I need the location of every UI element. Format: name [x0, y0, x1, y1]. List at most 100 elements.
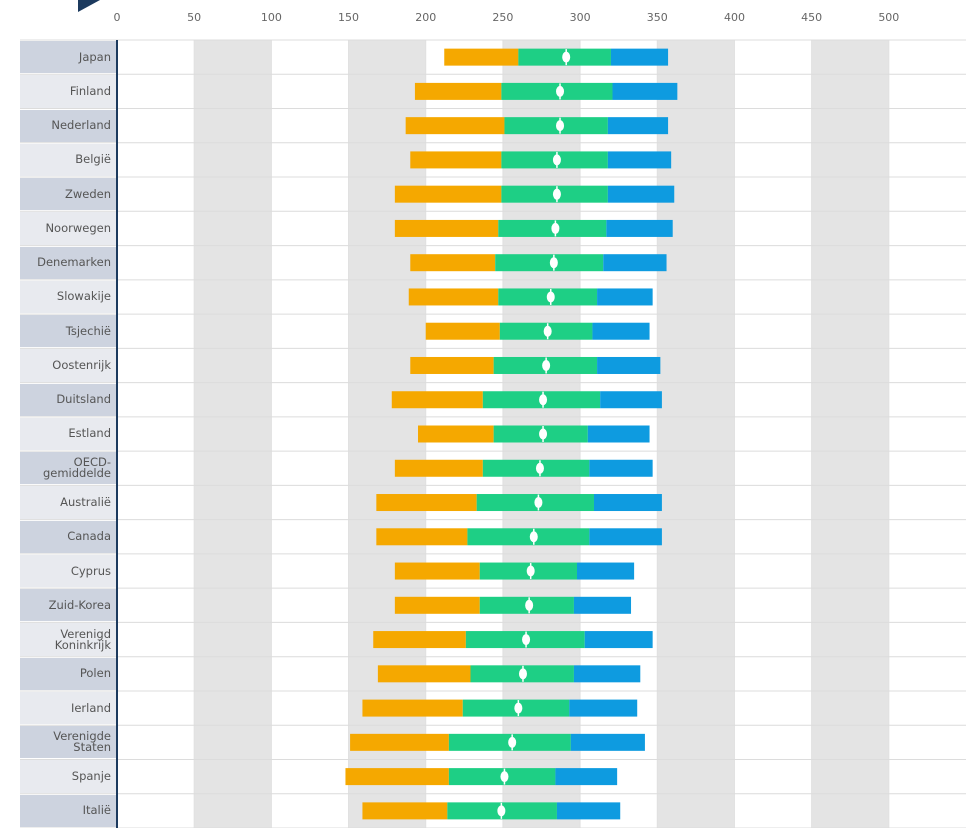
range-segment	[569, 699, 638, 717]
grid-band	[811, 40, 889, 828]
range-segment	[597, 356, 661, 374]
x-tick-label: 0	[114, 11, 121, 24]
category-label: België	[20, 143, 116, 177]
range-segment	[425, 322, 500, 340]
range-segment	[362, 802, 448, 820]
mean-marker	[556, 120, 565, 132]
range-segment	[589, 459, 653, 477]
mean-marker	[526, 565, 535, 577]
mean-marker	[518, 668, 527, 680]
mean-marker	[542, 359, 551, 371]
mean-marker	[552, 154, 561, 166]
category-label: Cyprus	[20, 554, 116, 588]
range-segment	[394, 596, 480, 614]
range-segment	[597, 288, 653, 306]
category-label: Denemarken	[20, 246, 116, 279]
range-segment	[495, 254, 604, 272]
category-label: Finland	[20, 75, 116, 108]
grid-band	[194, 40, 272, 828]
range-segment	[589, 528, 662, 546]
category-label: Spanje	[20, 760, 116, 793]
range-segment	[414, 82, 502, 100]
category-label: Oostenrijk	[20, 349, 116, 382]
range-segment	[394, 185, 502, 203]
mean-marker	[539, 428, 548, 440]
mean-marker	[529, 531, 538, 543]
range-segment	[345, 768, 449, 786]
x-tick-label: 200	[415, 11, 436, 24]
category-label: Verenigde Staten	[20, 726, 116, 759]
category-label: Tsjechië	[20, 315, 116, 348]
range-segment	[587, 425, 650, 443]
category-label: Zuid-Korea	[20, 589, 116, 622]
range-segment	[606, 219, 673, 237]
range-segment	[391, 391, 483, 409]
range-segment	[556, 802, 621, 820]
category-label: Canada	[20, 520, 116, 553]
mean-marker	[514, 702, 523, 714]
x-tick-label: 50	[187, 11, 201, 24]
mean-marker	[552, 188, 561, 200]
x-tick-label: 300	[570, 11, 591, 24]
category-label: Slowakije	[20, 280, 116, 314]
category-label: OECD-gemiddelde	[20, 452, 116, 485]
range-segment	[373, 631, 466, 649]
grid-band	[348, 40, 426, 828]
range-segment	[610, 48, 669, 66]
mean-marker	[525, 599, 534, 611]
x-tick-label: 500	[878, 11, 899, 24]
x-tick-label: 450	[801, 11, 822, 24]
range-segment	[577, 562, 635, 580]
range-segment	[350, 733, 449, 751]
range-segment	[394, 562, 480, 580]
range-segment	[584, 631, 653, 649]
mean-marker	[522, 634, 531, 646]
mean-marker	[556, 85, 565, 97]
range-segment	[377, 665, 471, 683]
range-segment	[607, 117, 669, 135]
range-segment	[600, 391, 662, 409]
range-segment	[394, 459, 483, 477]
mean-marker	[551, 222, 560, 234]
range-segment	[592, 322, 650, 340]
category-label: Ierland	[20, 691, 116, 725]
range-segment	[410, 254, 496, 272]
grid-band	[657, 40, 735, 828]
mean-marker	[500, 771, 509, 783]
category-label: Duitsland	[20, 383, 116, 416]
mean-marker	[539, 394, 548, 406]
mean-marker	[534, 497, 543, 509]
x-tick-label: 350	[647, 11, 668, 24]
range-segment	[593, 494, 662, 512]
range-segment	[603, 254, 667, 272]
category-label: Australië	[20, 486, 116, 519]
range-segment	[376, 494, 477, 512]
x-tick-label: 150	[338, 11, 359, 24]
range-segment	[376, 528, 468, 546]
range-segment	[467, 528, 590, 546]
category-label: Estland	[20, 417, 116, 451]
corner-decoration	[78, 0, 100, 12]
range-segment	[444, 48, 519, 66]
mean-marker	[535, 462, 544, 474]
range-segment	[555, 768, 618, 786]
range-segment	[405, 117, 505, 135]
x-tick-label: 100	[261, 11, 282, 24]
mean-marker	[562, 51, 571, 63]
category-label: Noorwegen	[20, 212, 116, 245]
mean-marker	[508, 736, 517, 748]
range-segment	[607, 151, 672, 169]
category-label: Nederland	[20, 109, 116, 142]
category-label: Polen	[20, 657, 116, 690]
mean-marker	[549, 257, 558, 269]
range-segment	[410, 356, 494, 374]
mean-marker	[497, 805, 506, 817]
range-segment	[408, 288, 499, 306]
category-label: Italië	[20, 794, 116, 827]
category-label: Verenigd Koninkrijk	[20, 623, 116, 656]
x-tick-label: 400	[724, 11, 745, 24]
range-segment	[570, 733, 645, 751]
range-segment	[573, 665, 641, 683]
